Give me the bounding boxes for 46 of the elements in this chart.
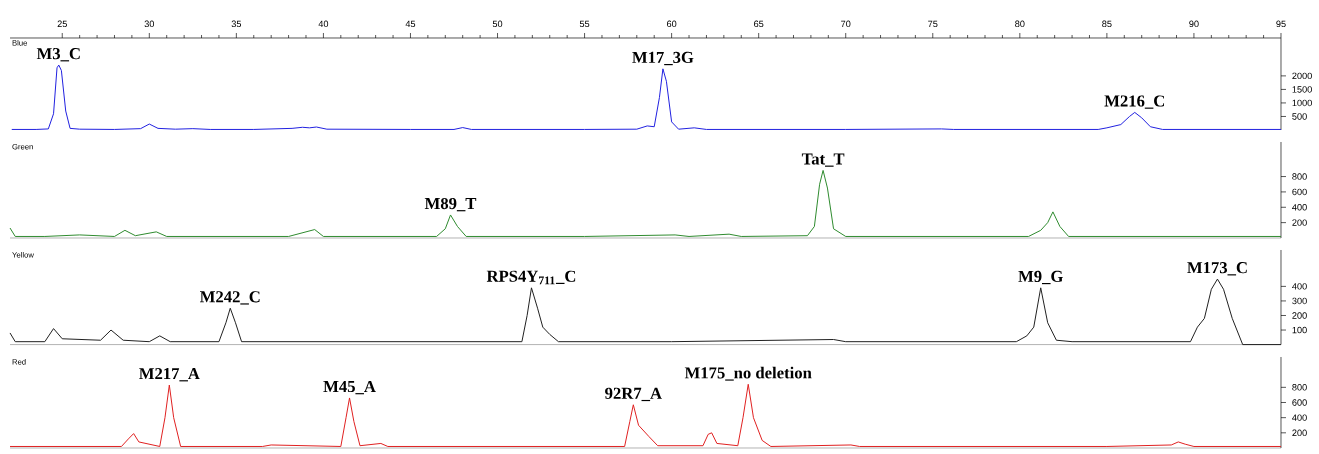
y-tick-label: 100	[1292, 326, 1307, 334]
x-tick-label: 45	[405, 20, 416, 28]
y-tick-label: 2000	[1292, 72, 1312, 80]
y-tick-label: 400	[1292, 414, 1307, 421]
annotation: 92R7_A	[605, 387, 662, 402]
x-tick-label: 55	[579, 20, 590, 28]
y-tick-label: 200	[1292, 312, 1307, 319]
line-series	[11, 64, 1282, 130]
y-tick-label: 500	[1292, 113, 1307, 120]
x-tick-label: 60	[666, 20, 677, 28]
y-tick-label: 300	[1292, 297, 1307, 305]
annotation: M3_C	[36, 48, 80, 62]
x-tick-label: 70	[841, 20, 851, 28]
annotation: M17_3G	[632, 51, 694, 66]
y-tick-label: 1000	[1292, 99, 1312, 107]
annotation: M217_A	[139, 368, 200, 382]
annotation: M45_A	[323, 380, 376, 395]
x-tick-label: 95	[1276, 20, 1286, 28]
y-tick-label: 200	[1292, 219, 1307, 226]
y-tick-label: 800	[1292, 384, 1307, 391]
x-tick-label: 35	[231, 20, 242, 28]
y-tick-label: 1500	[1292, 86, 1312, 93]
y-tick-label: 200	[1292, 429, 1307, 437]
annotation: M89_T	[424, 197, 477, 212]
y-tick-label: 600	[1292, 188, 1307, 196]
line-series	[9, 383, 1282, 447]
y-tick-label: 400	[1292, 204, 1307, 211]
annotation: RPS4Y$_{711}$_C	[486, 270, 576, 285]
x-tick-label: 30	[144, 20, 155, 28]
x-tick-label: 65	[754, 20, 764, 28]
x-tick-label: 90	[1189, 20, 1199, 28]
y-tick-label: 400	[1292, 283, 1307, 290]
y-tick-label: 600	[1292, 399, 1307, 406]
x-tick-label: 40	[318, 20, 329, 28]
x-tick-label: 75	[928, 20, 938, 28]
x-tick-label: 25	[57, 20, 67, 28]
x-tick-label: 80	[1015, 20, 1025, 28]
y-tick-label: 800	[1292, 173, 1307, 180]
annotation: M175_no deletion	[684, 366, 812, 381]
x-tick-label: 50	[492, 20, 503, 28]
annotation: Tat_T	[801, 153, 845, 167]
annotation: M9_G	[1018, 270, 1063, 285]
annotation: M242_C	[200, 291, 260, 305]
annotation: M173_C	[1187, 262, 1247, 276]
x-tick-label: 85	[1102, 20, 1112, 28]
annotation: M216_C	[1104, 95, 1165, 109]
